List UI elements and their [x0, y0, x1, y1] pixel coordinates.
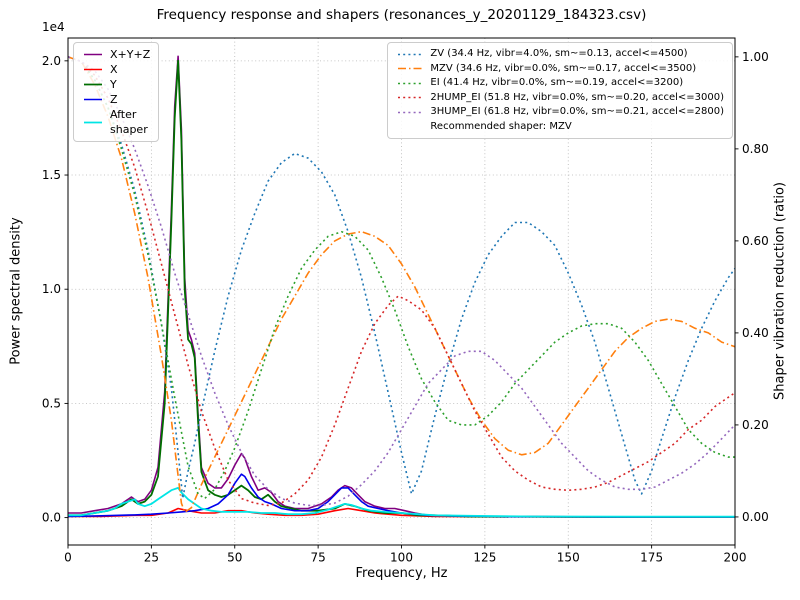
- series-hump3: [68, 56, 735, 507]
- legend-item-z: Z: [82, 92, 150, 107]
- legend-item-after: After shaper: [82, 107, 150, 137]
- legend-item-x: X: [82, 62, 150, 77]
- y-right-tick-label: 1.00: [742, 50, 769, 64]
- y-left-tick-label: 0.5: [42, 396, 61, 410]
- y-legend-line: [84, 83, 102, 86]
- mzv-legend-line: [398, 67, 423, 70]
- series-hump2: [68, 56, 735, 507]
- y-left-tick-label: 0.0: [42, 511, 61, 525]
- zv-legend-line: [398, 53, 423, 56]
- x-tick-label: 125: [473, 551, 496, 565]
- xyz-legend-line: [84, 53, 102, 56]
- legend-shapers: ZV (34.4 Hz, vibr=4.0%, sm~=0.13, accel<…: [387, 42, 733, 139]
- legend-label-hump2: 2HUMP_EI (51.8 Hz, vibr=0.0%, sm~=0.20, …: [430, 91, 724, 103]
- ei-legend-line: [398, 82, 423, 85]
- y-left-axis-label: Power spectral density: [8, 217, 24, 365]
- x-tick-label: 150: [557, 551, 580, 565]
- legend-psd: X+Y+Z X Y Z After shaper: [73, 42, 160, 142]
- x-tick-label: 100: [390, 551, 413, 565]
- y-left-offset-text: 1e4: [42, 20, 65, 34]
- y-left-tick-label: 2.0: [42, 54, 61, 68]
- legend-label-ei: EI (41.4 Hz, vibr=0.0%, sm~=0.19, accel<…: [430, 77, 684, 88]
- legend-label-mzv: MZV (34.6 Hz, vibr=0.0%, sm~=0.17, accel…: [430, 62, 697, 74]
- legend-label-after: After shaper: [110, 108, 148, 136]
- series-group: [68, 55, 735, 518]
- y-left-tick-label: 1.5: [42, 168, 61, 182]
- legend-item-y: Y: [82, 77, 150, 92]
- x-tick-label: 0: [64, 551, 72, 565]
- y-right-axis-label: Shaper vibration reduction (ratio): [772, 182, 788, 400]
- after-legend-line: [84, 121, 102, 123]
- legend-label-y: Y: [110, 78, 117, 91]
- x-tick-label: 50: [227, 551, 242, 565]
- series-after: [68, 486, 735, 518]
- legend-item-hump3: 3HUMP_EI (61.8 Hz, vibr=0.0%, sm~=0.21, …: [396, 105, 724, 120]
- x-legend-line: [84, 68, 102, 71]
- y-left-tick-label: 1.0: [42, 282, 61, 296]
- legend-note-recommended-shaper: Recommended shaper: MZV: [430, 120, 572, 132]
- x-axis-label: Frequency, Hz: [355, 566, 448, 581]
- legend-item-hump2: 2HUMP_EI (51.8 Hz, vibr=0.0%, sm~=0.20, …: [396, 91, 724, 106]
- legend-item-xyz: X+Y+Z: [82, 47, 150, 62]
- series-mzv: [68, 56, 735, 514]
- x-tick-label: 75: [310, 551, 325, 565]
- y-right-tick-label: 0.20: [742, 418, 769, 432]
- hump3-legend-line: [398, 111, 423, 114]
- series-xyz: [68, 55, 735, 518]
- legend-item-mzv: MZV (34.6 Hz, vibr=0.0%, sm~=0.17, accel…: [396, 62, 724, 77]
- z-legend-line: [84, 98, 102, 101]
- legend-label-hump3: 3HUMP_EI (61.8 Hz, vibr=0.0%, sm~=0.21, …: [430, 106, 724, 117]
- x-tick-label: 175: [640, 551, 663, 565]
- tick-labels: 0 25 50 75 100 125 150 175 200 0.0 0.5 1.0 1.5 2.0 0.0…: [42, 50, 769, 565]
- y-right-tick-label: 0.00: [742, 510, 769, 524]
- legend-label-zv: ZV (34.4 Hz, vibr=4.0%, sm~=0.13, accel<…: [430, 48, 688, 59]
- x-tick-label: 25: [144, 551, 159, 565]
- legend-label-xyz: X+Y+Z: [110, 48, 151, 61]
- legend-item-ei: EI (41.4 Hz, vibr=0.0%, sm~=0.19, accel<…: [396, 76, 724, 91]
- series-ei: [68, 56, 735, 500]
- y-right-tick-label: 0.80: [742, 142, 769, 156]
- y-right-tick-label: 0.40: [742, 326, 769, 340]
- legend-item-zv: ZV (34.4 Hz, vibr=4.0%, sm~=0.13, accel<…: [396, 47, 724, 62]
- legend-label-z: Z: [110, 93, 118, 106]
- y-right-tick-label: 0.60: [742, 234, 769, 248]
- legend-label-x: X: [110, 63, 118, 76]
- hump2-legend-line: [398, 96, 423, 99]
- chart-title: Frequency response and shapers (resonanc…: [156, 7, 647, 23]
- x-tick-label: 200: [724, 551, 747, 565]
